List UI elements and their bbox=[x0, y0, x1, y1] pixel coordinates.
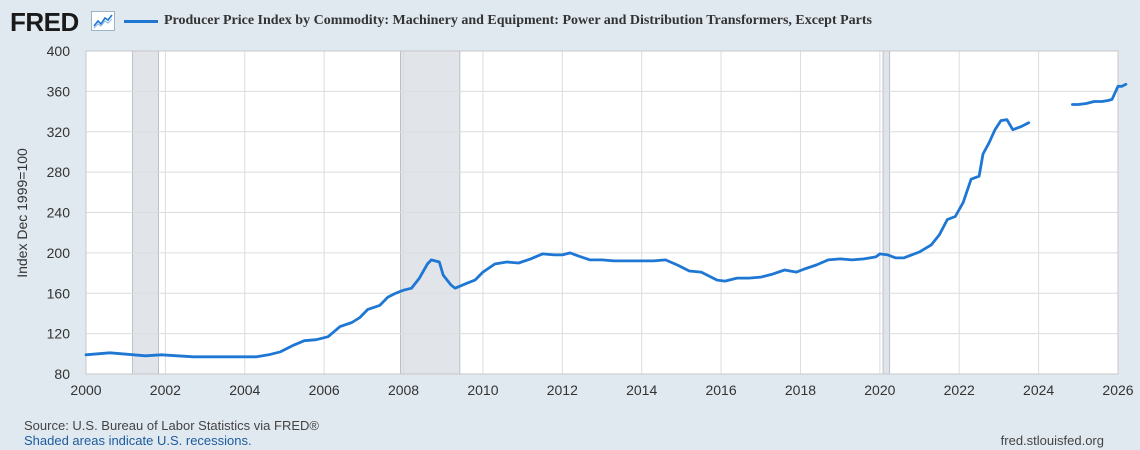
x-tick-label: 2016 bbox=[705, 382, 736, 398]
recession-note: Shaded areas indicate U.S. recessions. bbox=[24, 433, 252, 448]
x-tick-label: 2014 bbox=[626, 382, 657, 398]
trend-line-icon bbox=[91, 11, 115, 31]
x-tick-label: 2010 bbox=[467, 382, 498, 398]
y-tick-label: 120 bbox=[47, 326, 71, 342]
x-tick-label: 2018 bbox=[785, 382, 816, 398]
plot-border bbox=[85, 50, 1119, 375]
source-text: Source: U.S. Bureau of Labor Statistics … bbox=[24, 418, 319, 433]
y-tick-label: 360 bbox=[47, 83, 71, 99]
y-tick-label: 160 bbox=[47, 285, 71, 301]
y-tick-labels: 80 120 160 200 240 280 320 360 400 bbox=[47, 43, 71, 382]
fred-logo[interactable]: FRED bbox=[10, 7, 79, 37]
x-tick-label: 2020 bbox=[864, 382, 895, 398]
series-line-segment-1[interactable] bbox=[1071, 82, 1128, 106]
x-tick-label: 2012 bbox=[547, 382, 578, 398]
x-tick-label: 2024 bbox=[1023, 382, 1054, 398]
y-tick-label: 320 bbox=[47, 124, 71, 140]
y-tick-label: 80 bbox=[54, 366, 70, 382]
x-tick-label: 2000 bbox=[70, 382, 101, 398]
x-tick-label: 2026 bbox=[1102, 382, 1133, 398]
x-tick-label: 2004 bbox=[229, 382, 260, 398]
series-line-segment-0[interactable] bbox=[84, 118, 1031, 359]
x-tick-label: 2002 bbox=[150, 382, 181, 398]
fred-url[interactable]: fred.stlouisfed.org bbox=[1000, 433, 1104, 448]
y-tick-label: 400 bbox=[47, 43, 71, 59]
x-tick-labels: 2000 2002 2004 2006 2008 2010 2012 2014 2016 2018… bbox=[70, 382, 1133, 398]
x-tick-label: 2022 bbox=[944, 382, 975, 398]
y-axis-label: Index Dec 1999=100 bbox=[14, 148, 30, 278]
y-tick-label: 200 bbox=[47, 245, 71, 261]
legend-line bbox=[124, 20, 158, 23]
chart-header: FRED Producer Price Index by Commodity: … bbox=[10, 8, 1130, 38]
y-tick-label: 280 bbox=[47, 164, 71, 180]
chart-title: Producer Price Index by Commodity: Machi… bbox=[164, 13, 873, 28]
series-lines[interactable] bbox=[84, 82, 1128, 359]
x-tick-label: 2008 bbox=[388, 382, 419, 398]
y-tick-label: 240 bbox=[47, 205, 71, 221]
gridlines bbox=[85, 50, 1119, 375]
x-tick-label: 2006 bbox=[309, 382, 340, 398]
